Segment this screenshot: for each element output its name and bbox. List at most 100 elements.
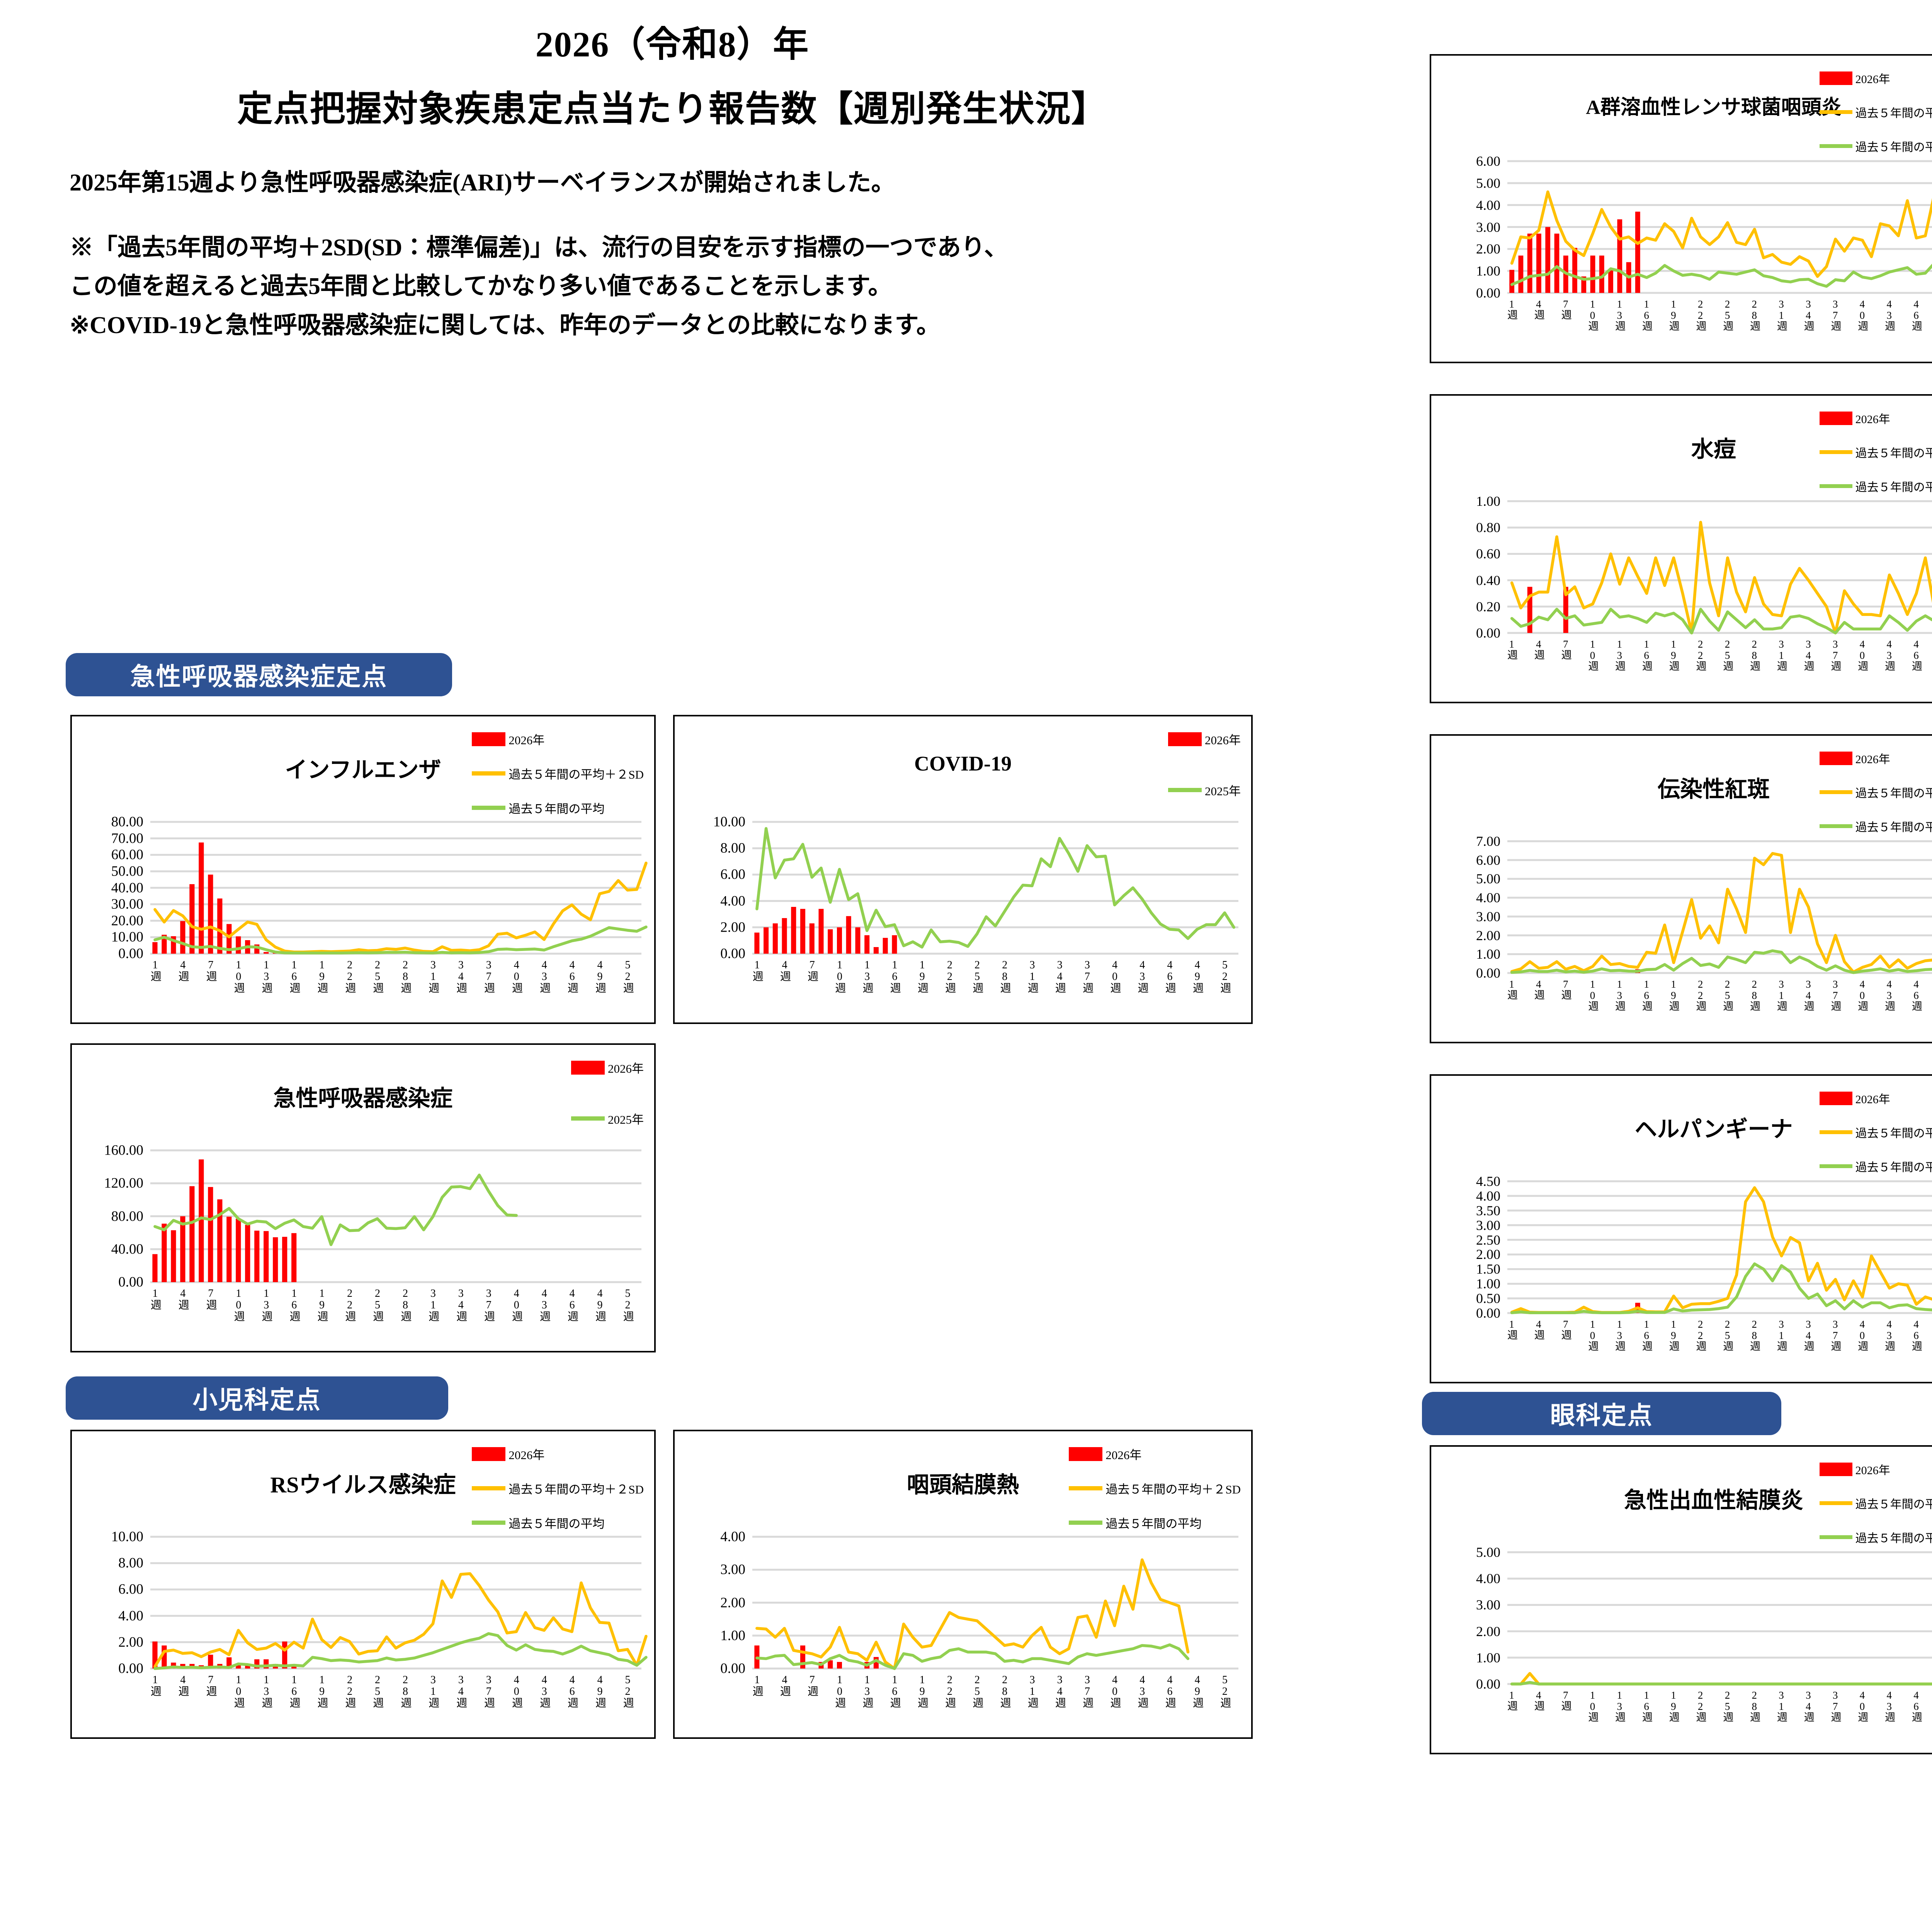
- x-axis-tick-label: 19週: [1667, 638, 1679, 671]
- x-axis-tick-label: 10週: [833, 959, 846, 993]
- line-series-2025年: [755, 827, 1235, 949]
- x-axis-tick-label: 25週: [971, 959, 983, 993]
- x-axis-tick-label: 40週: [1856, 298, 1868, 331]
- x-axis-tick-label: 40週: [1109, 1674, 1121, 1708]
- y-axis-tick-label: 40.00: [111, 1241, 143, 1257]
- y-axis-tick-label: 1.00: [1476, 1650, 1500, 1665]
- x-axis-tick-label: 52週: [622, 959, 634, 993]
- x-axis-tick-label: 19週: [916, 959, 929, 993]
- bar-series-2026年: [1509, 211, 1640, 293]
- legend-item: 2026年: [1819, 70, 1932, 87]
- legend-2026-label: 2026年: [509, 733, 545, 747]
- x-axis-tick-label: 7週: [1560, 978, 1571, 1000]
- chart-legend: 2026年 2025年: [571, 1059, 644, 1161]
- y-axis-tick-label: 3.00: [1476, 1217, 1500, 1233]
- legend-avg-2sd-swatch: [1069, 1486, 1103, 1490]
- legend-item: 2026年: [1819, 750, 1932, 767]
- x-axis-tick-label: 10週: [1587, 638, 1599, 671]
- legend-item: 過去５年間の平均＋２SD: [472, 765, 644, 782]
- y-axis-tick-label: 160.00: [104, 1142, 143, 1158]
- y-axis-tick-label: 2.00: [1476, 1247, 1500, 1262]
- x-axis-tick-label: 43週: [538, 1674, 551, 1708]
- line-series-過去５年間の平均＋２SD: [1510, 1672, 1932, 1686]
- legend-item: 2025年: [1168, 781, 1241, 799]
- x-axis-tick-label: 16週: [888, 1674, 901, 1708]
- x-axis-tick-label: 43週: [1883, 298, 1895, 331]
- x-axis-tick-label: 37週: [483, 1288, 495, 1321]
- legend-avg-swatch: [1819, 144, 1852, 148]
- legend-item: 2026年: [472, 1445, 644, 1463]
- legend-avg-swatch: [1819, 1164, 1852, 1168]
- x-axis-tick-label: 31週: [1776, 1318, 1787, 1351]
- y-axis-tick-label: 4.00: [1476, 1571, 1500, 1587]
- x-axis-tick-label: 28週: [998, 1674, 1011, 1708]
- note-ari-surveillance: 2025年第15週より急性呼吸器感染症(ARI)サーベイランスが開始されました。: [70, 170, 895, 196]
- x-axis-tick-label: 37週: [1829, 638, 1841, 671]
- x-axis-tick-label: 31週: [1026, 1674, 1038, 1708]
- x-axis-tick-label: 25週: [1721, 1318, 1733, 1351]
- x-axis-tick-label: 49週: [594, 959, 606, 993]
- x-axis-tick-label: 16週: [1641, 978, 1653, 1011]
- legend-2026-label: 2026年: [1205, 733, 1241, 747]
- x-axis-tick-label: 34週: [1054, 1674, 1066, 1708]
- y-axis-tick-label: 0.00: [1476, 1305, 1500, 1321]
- x-axis-tick-label: 4週: [177, 1674, 189, 1696]
- x-axis-tick-label: 46週: [1163, 1674, 1176, 1708]
- chart-covid19: COVID-19 2026年 2025年 0.00 2.00 4.00 6.00 8.00 10…: [673, 715, 1253, 1024]
- legend-item: 2026年: [472, 730, 644, 748]
- legend-2026-swatch: [1069, 1447, 1103, 1461]
- x-axis-tick-label: 43週: [1883, 1318, 1895, 1351]
- y-axis-tick-label: 2.00: [720, 1595, 745, 1611]
- y-axis-tick-label: 1.50: [1476, 1261, 1500, 1277]
- legend-2026-label: 2026年: [608, 1062, 644, 1075]
- chart-title: COVID-19: [914, 752, 1012, 775]
- x-axis-tick-label: 22週: [1694, 1689, 1706, 1722]
- gridlines: [752, 821, 1238, 955]
- line-series-過去５年間の平均: [1510, 1681, 1932, 1686]
- legend-item: 過去５年間の平均: [1819, 478, 1932, 495]
- x-axis-tick-label: 34週: [1802, 1318, 1814, 1351]
- line-series-過去５年間の平均: [153, 925, 648, 955]
- x-axis-tick-label: 10週: [232, 1288, 245, 1321]
- x-axis-tick-label: 31週: [427, 1288, 439, 1321]
- legend-item: 過去５年間の平均＋２SD: [472, 1480, 644, 1497]
- x-axis-tick-label: 25週: [971, 1674, 983, 1708]
- x-axis-tick-label: 16週: [288, 1674, 300, 1708]
- line-series-過去５年間の平均＋２SD: [153, 861, 648, 954]
- y-axis-tick-label: 40.00: [111, 880, 143, 896]
- x-axis-tick-label: 10週: [1587, 978, 1599, 1011]
- y-axis-tick-label: 70.00: [111, 830, 143, 847]
- y-axis-tick-label: 5.00: [1476, 871, 1500, 887]
- legend-item: 過去５年間の平均: [472, 1514, 644, 1531]
- y-axis-tick-label: 1.00: [1476, 946, 1500, 962]
- legend-item: 2026年: [1819, 1461, 1932, 1478]
- x-axis-tick-label: 7週: [1560, 1318, 1571, 1340]
- x-axis-tick-label: 31週: [1776, 1689, 1787, 1722]
- legend-2026-swatch: [1819, 411, 1852, 425]
- x-axis-tick-label: 43週: [1136, 1674, 1148, 1708]
- y-axis-tick-label: 6.00: [1476, 153, 1500, 169]
- chart-erythema-infectiosum: 伝染性紅斑2026年過去５年間の平均＋２SD過去５年間の平均0.001.002.…: [1430, 734, 1932, 1043]
- x-axis-tick-label: 7週: [1560, 1689, 1571, 1711]
- x-axis-tick-label: 40週: [510, 1674, 523, 1708]
- legend-avg-swatch: [1819, 1535, 1852, 1539]
- legend-2026-label: 2026年: [1105, 1448, 1142, 1462]
- x-axis-tick-label: 40週: [1856, 1689, 1868, 1722]
- legend-avg-label: 過去５年間の平均: [1855, 821, 1932, 834]
- x-axis-tick-label: 34週: [1802, 1689, 1814, 1722]
- x-axis-tick-label: 46週: [566, 959, 578, 993]
- y-axis-tick-label: 4.00: [118, 1608, 143, 1624]
- x-axis-tick-label: 4週: [1532, 638, 1544, 660]
- x-axis-tick-label: 40週: [1856, 638, 1868, 671]
- x-axis-tick-label: 13週: [1614, 638, 1626, 671]
- x-axis-tick-label: 43週: [1883, 1689, 1895, 1722]
- line-series-過去５年間の平均: [153, 1632, 648, 1670]
- chart-legend: 2026年過去５年間の平均＋２SD 過去５年間の平均: [1069, 1445, 1241, 1548]
- y-axis-tick-label: 6.00: [720, 866, 745, 883]
- y-axis-tick-label: 5.00: [1476, 175, 1500, 191]
- legend-item: 過去５年間の平均: [1819, 818, 1932, 835]
- x-axis-tick-label: 4週: [779, 1674, 791, 1696]
- x-axis-tick-label: 4週: [1532, 298, 1544, 320]
- x-axis-tick-label: 34週: [1802, 298, 1814, 331]
